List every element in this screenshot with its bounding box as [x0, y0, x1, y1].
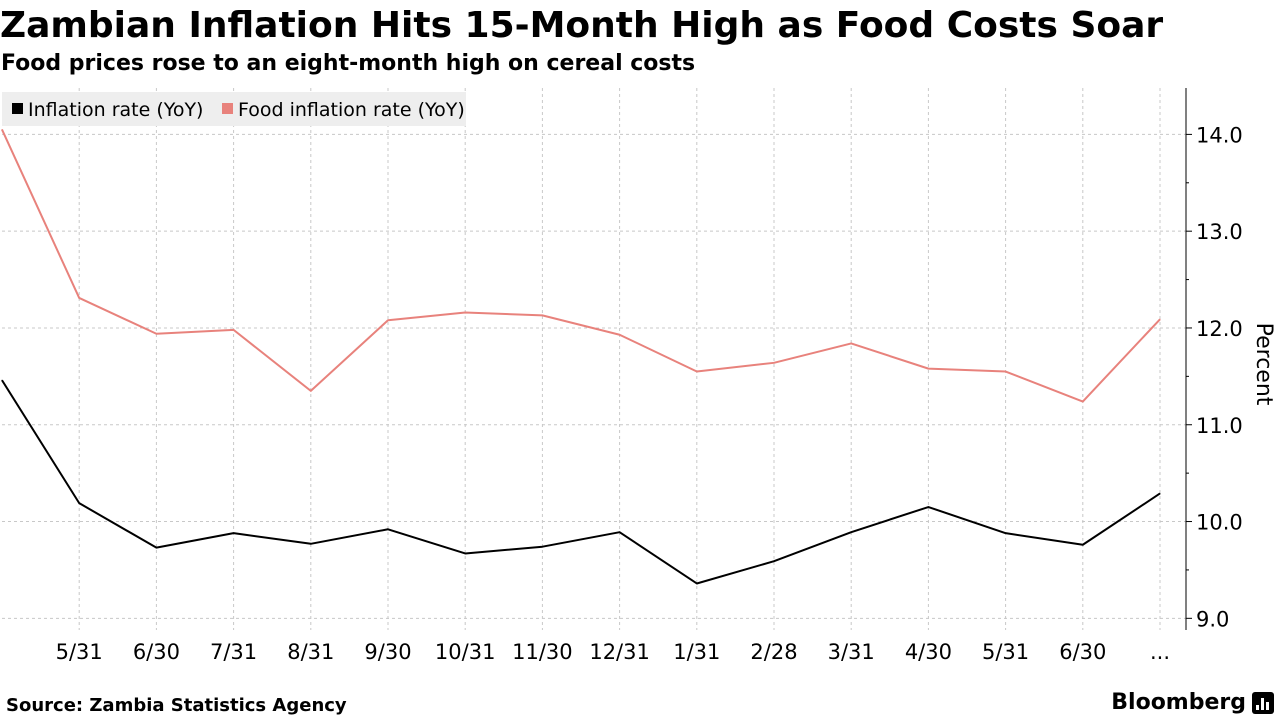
- x-axis: 5/31 6/30 7/31 8/31 9/30 10/31 11/30 12/31 1/31 2…: [56, 640, 1170, 664]
- point-food-inflation: [773, 362, 775, 364]
- brand-logo: Bloomberg: [1111, 688, 1274, 718]
- point-food-inflation: [1005, 371, 1007, 373]
- point-inflation: [1159, 492, 1161, 494]
- point-inflation: [310, 543, 312, 545]
- point-food-inflation: [1082, 401, 1084, 403]
- point-food-inflation: [927, 368, 929, 370]
- y-axis: 9.0 10.0 11.0 12.0 13.0 14.0: [1185, 88, 1243, 631]
- point-food-inflation: [387, 319, 389, 321]
- point-food-inflation: [1, 129, 3, 131]
- point-food-inflation: [233, 329, 235, 331]
- point-inflation: [927, 506, 929, 508]
- point-inflation: [78, 502, 80, 504]
- point-inflation: [850, 531, 852, 533]
- legend-swatch-food-inflation: [222, 103, 233, 114]
- point-food-inflation: [464, 311, 466, 313]
- point-inflation: [696, 582, 698, 584]
- legend: Inflation rate (YoY) Food inflation rate…: [2, 92, 466, 126]
- point-inflation: [541, 546, 543, 548]
- point-food-inflation: [1159, 318, 1161, 320]
- legend-label-food-inflation: Food inflation rate (YoY): [238, 99, 465, 121]
- x-tick-label: 8/31: [287, 640, 334, 664]
- legend-swatch-inflation: [12, 103, 23, 114]
- x-tick-label: 5/31: [982, 640, 1029, 664]
- x-tick-label: 7/31: [210, 640, 257, 664]
- point-inflation: [1, 379, 3, 381]
- point-inflation: [1005, 532, 1007, 534]
- x-tick-label: 6/30: [1059, 640, 1106, 664]
- chart-title: Zambian Inflation Hits 15-Month High as …: [0, 5, 1164, 46]
- x-tick-label: 1/31: [673, 640, 720, 664]
- series: [1, 129, 1161, 585]
- point-inflation: [464, 552, 466, 554]
- y-axis-label: Percent: [1251, 323, 1276, 406]
- legend-background: [2, 92, 466, 126]
- y-tick-label: 13.0: [1196, 220, 1243, 244]
- x-tick-label: 10/31: [435, 640, 496, 664]
- point-food-inflation: [155, 333, 157, 335]
- x-tick-label: 11/30: [512, 640, 573, 664]
- point-inflation: [155, 547, 157, 549]
- point-food-inflation: [541, 314, 543, 316]
- series-line-food-inflation: [1, 129, 1161, 403]
- y-tick-label: 14.0: [1196, 123, 1243, 147]
- point-inflation: [619, 531, 621, 533]
- point-inflation: [773, 560, 775, 562]
- y-tick-label: 11.0: [1196, 414, 1243, 438]
- point-inflation: [233, 532, 235, 534]
- line-chart: 9.0 10.0 11.0 12.0 13.0 14.0 5/31 6/30 7/31 8/31…: [1, 88, 1276, 664]
- bloomberg-chart-icon: [1252, 692, 1274, 714]
- x-tick-label: 4/30: [905, 640, 952, 664]
- point-food-inflation: [619, 334, 621, 336]
- x-tick-label: 5/31: [56, 640, 103, 664]
- legend-label-inflation: Inflation rate (YoY): [28, 99, 203, 121]
- point-inflation: [387, 528, 389, 530]
- x-tick-label: 9/30: [364, 640, 411, 664]
- grid: [2, 88, 1186, 630]
- point-food-inflation: [78, 297, 80, 299]
- point-food-inflation: [310, 390, 312, 392]
- point-food-inflation: [696, 371, 698, 373]
- x-tick-label: 6/30: [133, 640, 180, 664]
- x-tick-label: 2/28: [750, 640, 797, 664]
- x-tick-label: 12/31: [589, 640, 650, 664]
- y-tick-label: 10.0: [1196, 511, 1243, 535]
- y-tick-label: 9.0: [1196, 607, 1229, 631]
- point-inflation: [1082, 544, 1084, 546]
- x-tick-label: 3/31: [828, 640, 875, 664]
- point-food-inflation: [850, 342, 852, 344]
- series-line-inflation: [1, 379, 1161, 585]
- chart-subtitle: Food prices rose to an eight-month high …: [1, 51, 696, 76]
- y-tick-label: 12.0: [1196, 317, 1243, 341]
- x-tick-label: ...: [1150, 640, 1170, 664]
- source-note: Source: Zambia Statistics Agency: [6, 695, 347, 716]
- brand-name: Bloomberg: [1111, 690, 1246, 715]
